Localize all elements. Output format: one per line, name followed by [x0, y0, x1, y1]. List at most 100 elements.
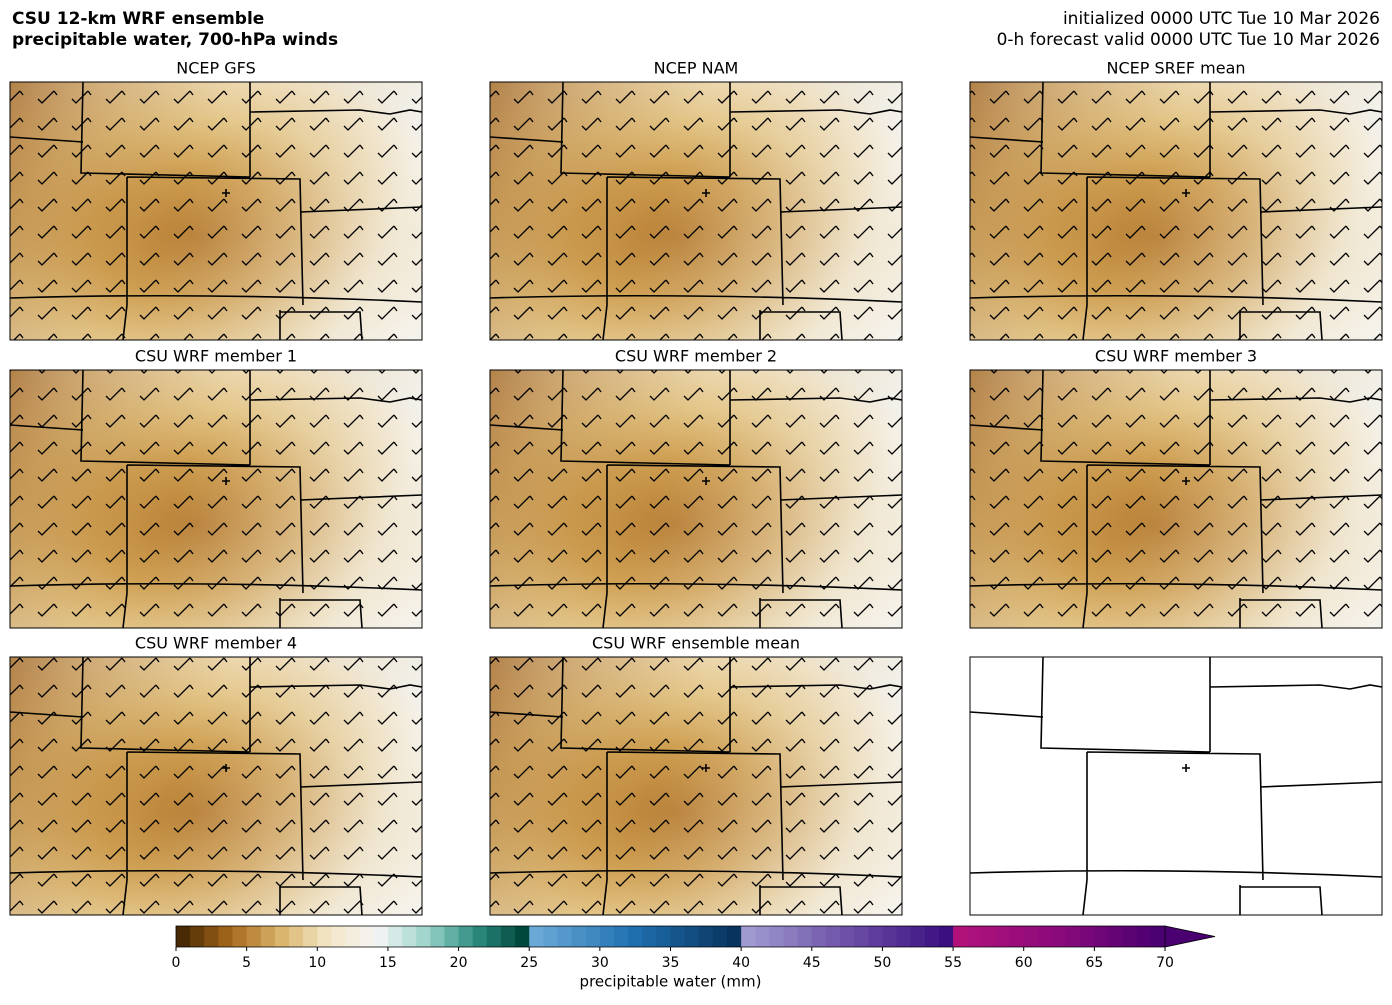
colorbar-bin	[416, 926, 431, 947]
panel-title: CSU WRF ensemble mean	[592, 634, 800, 653]
colorbar-tick-label: 5	[242, 955, 251, 971]
colorbar-bin	[1136, 926, 1152, 947]
panel-frame	[969, 81, 1383, 341]
colorbar-tick-label: 45	[803, 955, 821, 971]
colorbar-bin	[1108, 926, 1124, 947]
map-panel	[969, 656, 1383, 916]
colorbar-bin	[1080, 926, 1095, 947]
station-marker	[222, 764, 230, 772]
panel-title: CSU WRF member 2	[615, 347, 777, 366]
title-line: CSU 12-km WRF ensemble	[12, 9, 264, 29]
colorbar-bin	[938, 926, 954, 947]
colorbar-bin	[1037, 926, 1053, 947]
colorbar-tick-label: 40	[732, 955, 750, 971]
colorbar-tick-label: 25	[520, 955, 538, 971]
colorbar-bin	[444, 926, 460, 947]
panel-title: NCEP GFS	[176, 59, 255, 78]
colorbar-bin	[811, 926, 827, 947]
colorbar-bin	[176, 926, 191, 947]
colorbar-tick-label: 15	[379, 955, 397, 971]
colorbar-bin	[797, 926, 813, 947]
colorbar-bin	[303, 926, 318, 947]
colorbar-bin	[910, 926, 926, 947]
colorbar-bin	[331, 926, 347, 947]
colorbar-bin	[613, 926, 629, 947]
colorbar-bin	[1023, 926, 1039, 947]
colorbar-bin	[599, 926, 615, 947]
colorbar-bin	[218, 926, 234, 947]
colorbar-tick-label: 30	[591, 955, 609, 971]
map-panel: NCEP NAM	[489, 59, 903, 341]
panel-frame	[489, 369, 903, 629]
wind-barbs	[10, 370, 422, 628]
colorbar-bin	[472, 926, 488, 947]
panel-title: CSU WRF member 3	[1095, 347, 1257, 366]
colorbar-bin	[967, 926, 982, 947]
colorbar-bin	[896, 926, 912, 947]
colorbar-bin	[769, 926, 785, 947]
panels: NCEP GFS NCEP NAM NCEP SREF mean CSU WRF me…	[9, 59, 1383, 916]
colorbar-bin	[359, 926, 375, 947]
panel-frame	[489, 656, 903, 916]
colorbar-tick-label: 20	[450, 955, 468, 971]
colorbar-bin	[373, 926, 389, 947]
colorbar-bin	[232, 926, 248, 947]
map-panel: CSU WRF member 3	[969, 347, 1383, 629]
colorbar-bin	[882, 926, 898, 947]
panel-title: CSU WRF member 1	[135, 347, 297, 366]
colorbar-bin	[840, 926, 855, 947]
wind-barbs	[10, 82, 422, 340]
panel-title: NCEP SREF mean	[1106, 59, 1245, 78]
panel-frame	[9, 369, 423, 629]
colorbar-bin	[953, 926, 968, 947]
colorbar-bin	[995, 926, 1011, 947]
colorbar-bin	[698, 926, 714, 947]
map-panel: NCEP SREF mean	[969, 59, 1383, 341]
colorbar-tick-label: 10	[308, 955, 326, 971]
panel-title: CSU WRF member 4	[135, 634, 297, 653]
colorbar-bin	[500, 926, 516, 947]
colorbar-bin	[402, 926, 417, 947]
colorbar-bin	[557, 926, 573, 947]
panel-frame	[969, 656, 1383, 916]
map-panel: CSU WRF member 2	[489, 347, 903, 629]
colorbar-bin	[642, 926, 657, 947]
colorbar-label: precipitable water (mm)	[580, 973, 762, 991]
colorbar-tick-label: 0	[172, 955, 181, 971]
panel-frame	[9, 656, 423, 916]
colorbar-bin	[924, 926, 940, 947]
colorbar-bin	[1066, 926, 1081, 947]
colorbar-tick-label: 55	[944, 955, 962, 971]
colorbar: 0 5 10 15 20 25 30 35 40 45 50 55 60 65 70 precipitable…	[172, 925, 1216, 991]
colorbar-bin	[571, 926, 587, 947]
station-marker	[702, 477, 710, 485]
colorbar-bin	[1051, 926, 1067, 947]
colorbar-extend	[1164, 925, 1216, 948]
colorbar-bin	[981, 926, 996, 947]
colorbar-bin	[458, 926, 474, 947]
station-marker	[702, 189, 710, 197]
station-marker	[1182, 477, 1190, 485]
colorbar-bin	[585, 926, 601, 947]
colorbar-bin	[854, 926, 869, 947]
colorbar-bin	[1122, 926, 1138, 947]
map-panel: CSU WRF member 4	[9, 634, 423, 916]
colorbar-bin	[515, 926, 530, 947]
station-marker	[702, 764, 710, 772]
colorbar-bin	[246, 926, 262, 947]
colorbar-bin	[289, 926, 304, 947]
colorbar-bin	[684, 926, 700, 947]
colorbar-bin	[317, 926, 332, 947]
colorbar-bin	[260, 926, 276, 947]
blank-map	[970, 657, 1382, 915]
init-line: initialized 0000 UTC Tue 10 Mar 2026	[1063, 9, 1380, 29]
station-marker	[222, 189, 230, 197]
colorbar-bin	[543, 926, 558, 947]
colorbar-bin	[486, 926, 502, 947]
colorbar-bin	[190, 926, 205, 947]
colorbar-bin	[345, 926, 361, 947]
colorbar-bin	[529, 926, 544, 947]
colorbar-bin	[755, 926, 770, 947]
panel-title: NCEP NAM	[654, 59, 739, 78]
